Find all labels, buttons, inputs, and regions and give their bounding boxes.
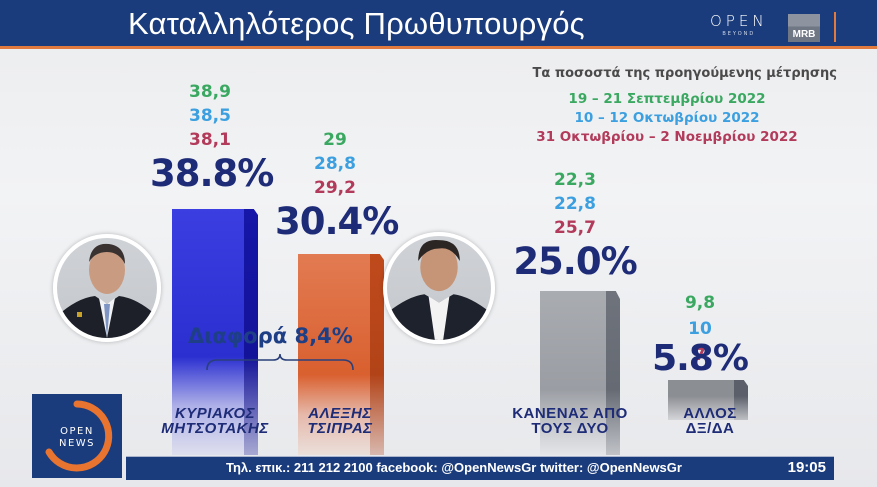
prev-value-oct: 10 (688, 319, 712, 339)
prev-value-nov: 38,1 (189, 130, 231, 150)
label-other: ΑΛΛΟΣ ΔΞ/ΔΑ (683, 405, 737, 437)
legend-date-2: 10 – 12 Οκτωβρίου 2022 (574, 110, 760, 126)
prev-value-nov: 29,2 (314, 178, 356, 198)
label-mitsotakis: ΚΥΡΙΑΚΟΣ ΜΗΤΣΟΤΑΚΗΣ (161, 405, 269, 437)
legend-date-3: 31 Οκτωβρίου – 2 Νοεμβρίου 2022 (536, 129, 798, 145)
legend-title: Τα ποσοστά της προηγούμενης μέτρησης (532, 66, 837, 81)
open-news-logo: OPEN NEWS (32, 394, 122, 478)
current-value-other: 5.8% (652, 338, 749, 379)
clock-time: 19:05 (787, 459, 826, 476)
current-value: 38.8% (150, 152, 274, 195)
person-icon (387, 239, 491, 340)
photo-mitsotakis (53, 234, 161, 342)
photo-tsipras (383, 232, 495, 344)
prev-value-nov: 7 (694, 345, 706, 365)
current-value: 30.4% (275, 200, 399, 243)
difference-annotation: Διαφορά 8,4% (188, 324, 353, 348)
prev-value-oct: 38,5 (189, 106, 231, 126)
svg-text:NEWS: NEWS (59, 438, 95, 449)
prev-value-sep: 22,3 (554, 170, 596, 190)
label-tsipras: ΑΛΕΞΗΣ ΤΣΙΠΡΑΣ (307, 405, 373, 437)
chart-title: Καταλληλότερος Πρωθυπουργός (128, 6, 585, 41)
mrb-logo: MRB (788, 14, 820, 42)
prev-value-sep: 9,8 (684, 293, 716, 313)
prev-value-sep: 29 (323, 130, 347, 150)
open-news-ring-icon: OPEN NEWS (45, 400, 113, 472)
value-group-mitsotakis: 38,9 38,5 38,1 38.8% (150, 80, 274, 195)
value-group-none: 22,3 22,8 25,7 25.0% (505, 168, 645, 283)
prev-value-sep: 38,9 (189, 82, 231, 102)
news-ticker: Τηλ. επικ.: 211 212 2100 facebook: @Open… (126, 456, 834, 480)
ticker-text: Τηλ. επικ.: 211 212 2100 facebook: @Open… (226, 460, 682, 475)
bar-none (540, 291, 620, 455)
open-beyond-logo: OPEN BEYOND (710, 12, 768, 37)
bar-tsipras (298, 254, 384, 455)
current-value: 25.0% (513, 240, 637, 283)
svg-text:OPEN: OPEN (60, 426, 94, 437)
header-bar: Καταλληλότερος Πρωθυπουργός OPEN BEYOND … (0, 0, 877, 49)
header-divider (834, 12, 836, 42)
bar-mitsotakis (172, 209, 258, 455)
bar-other (668, 380, 748, 420)
prev-value-nov: 25,7 (554, 218, 596, 238)
value-group-other: 9,8 10 7 (645, 290, 755, 368)
legend-date-1: 19 – 21 Σεπτεμβρίου 2022 (568, 91, 766, 107)
legend: Τα ποσοστά της προηγούμενης μέτρησης 19 … (497, 66, 837, 145)
person-icon (57, 243, 157, 338)
prev-value-oct: 22,8 (554, 194, 596, 214)
label-none: ΚΑΝΕΝΑΣ ΑΠΟ ΤΟΥΣ ΔΥΟ (512, 405, 628, 437)
prev-value-oct: 28,8 (314, 154, 356, 174)
brace-icon (206, 353, 354, 371)
value-group-tsipras: 29 28,8 29,2 30.4% (275, 128, 399, 243)
